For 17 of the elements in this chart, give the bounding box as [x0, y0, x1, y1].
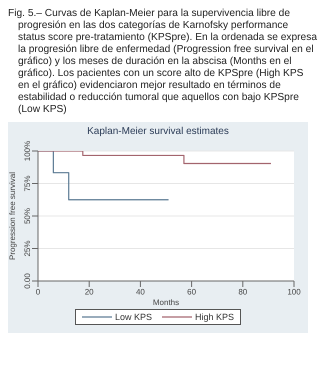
x-tick-label: 60 — [187, 288, 197, 297]
x-tick-label: 0 — [36, 288, 41, 297]
x-axis-title: Months — [152, 298, 180, 307]
y-tick-label: 75% — [23, 175, 32, 192]
y-tick-label: 0.00 — [23, 272, 32, 289]
x-tick-label: 20 — [84, 288, 94, 297]
text: Fig. 5.– Curvas de Kaplan-Meier para la supervivencia libre de progresión en las dos categorías de Karnofsky performance status score pre-tratamiento (KPSpre). En la ordenada se expresa la progresión libre de enfermedad (Progression free survival en el gráfico) y los meses de duración en la abscisa (Months en el gráfico). Los pacientes con un score alto de KPSpre (High KPS en el gráfico) evidenciaron mejor resultado en términos de estabilidad o reducción tumoral que aquellos con bajo KPSpre (Low KPS) — [8, 8, 317, 115]
y-tick-label: 25% — [23, 240, 32, 257]
y-tick-label: 100% — [23, 140, 32, 162]
legend-label: Low KPS — [114, 312, 152, 322]
legend-label: High KPS — [195, 312, 234, 322]
x-tick-label: 40 — [136, 288, 146, 297]
x-tick-label: 100 — [287, 288, 302, 297]
y-axis-title: Progression free survival — [8, 172, 17, 260]
y-tick-label: 50% — [23, 208, 32, 224]
x-tick-label: 80 — [238, 288, 248, 297]
chart-title: Kaplan-Meier survival estimates — [86, 126, 230, 137]
